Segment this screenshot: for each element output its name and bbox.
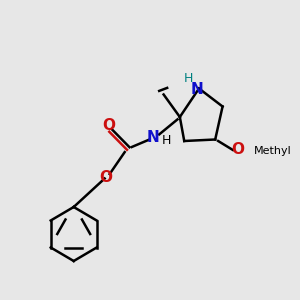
Text: O: O xyxy=(103,118,116,133)
Text: O: O xyxy=(231,142,244,157)
Text: H: H xyxy=(161,134,171,148)
Text: H: H xyxy=(184,72,194,86)
Text: Methyl: Methyl xyxy=(254,146,291,156)
Text: N: N xyxy=(147,130,160,146)
Text: O: O xyxy=(99,170,112,185)
Text: N: N xyxy=(190,82,203,98)
